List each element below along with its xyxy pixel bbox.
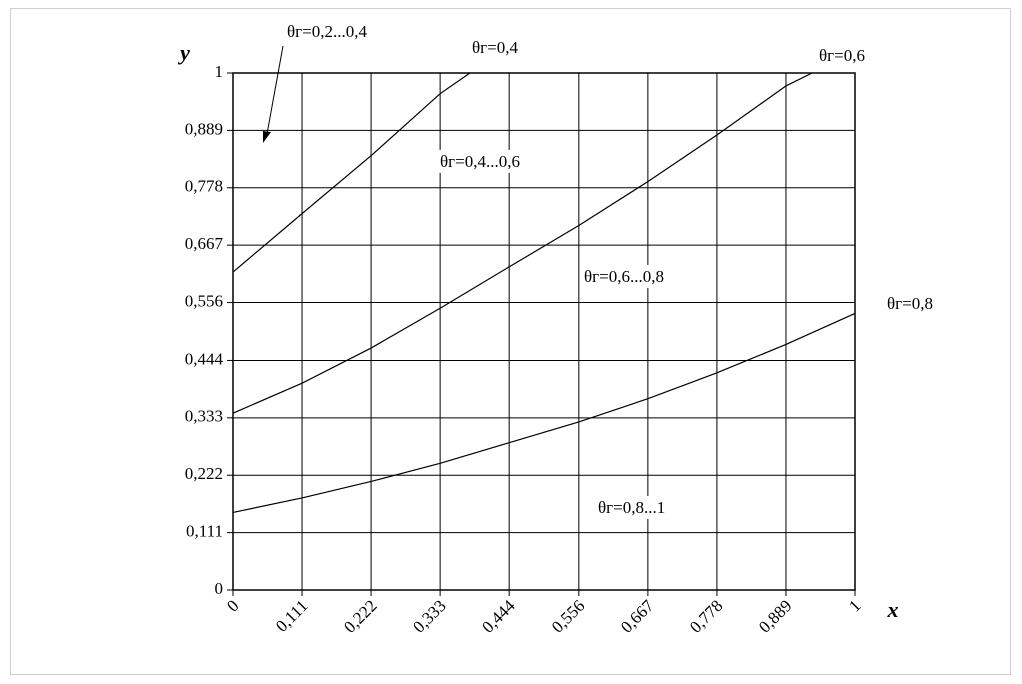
y-tick-label: 1 bbox=[215, 62, 224, 81]
curve bbox=[232, 72, 813, 414]
x-axis-label: x bbox=[887, 597, 899, 622]
y-tick-label: 0,444 bbox=[185, 349, 224, 368]
annotation: θг=0,6...0,8 bbox=[584, 267, 664, 286]
y-tick-label: 0,111 bbox=[186, 522, 223, 541]
annotation: θг=0,8 bbox=[887, 294, 933, 313]
y-tick-label: 0,333 bbox=[185, 407, 223, 426]
annotation-background bbox=[580, 264, 668, 288]
y-axis-label: y bbox=[177, 40, 190, 65]
frame bbox=[10, 8, 1011, 675]
annotation-background bbox=[436, 149, 524, 173]
arrow-line bbox=[266, 45, 284, 135]
annotation: θг=0,6 bbox=[819, 46, 865, 65]
y-tick-label: 0 bbox=[215, 579, 224, 598]
annotation: θг=0,4 bbox=[472, 38, 518, 57]
curve bbox=[232, 312, 856, 514]
arrow-head bbox=[263, 131, 271, 143]
y-tick-label: 0,667 bbox=[185, 234, 224, 253]
plot-border bbox=[232, 72, 856, 591]
annotation-background bbox=[594, 495, 670, 519]
annotation: θг=0,4...0,6 bbox=[440, 152, 520, 171]
annotation: θг=0,8...1 bbox=[598, 498, 665, 517]
curve bbox=[232, 72, 471, 273]
y-tick-label: 0,222 bbox=[185, 464, 223, 483]
y-tick-label: 0,889 bbox=[185, 119, 223, 138]
y-tick-label: 0,778 bbox=[185, 177, 223, 196]
annotation: θг=0,2...0,4 bbox=[287, 22, 367, 41]
y-tick-label: 0,556 bbox=[185, 291, 223, 310]
